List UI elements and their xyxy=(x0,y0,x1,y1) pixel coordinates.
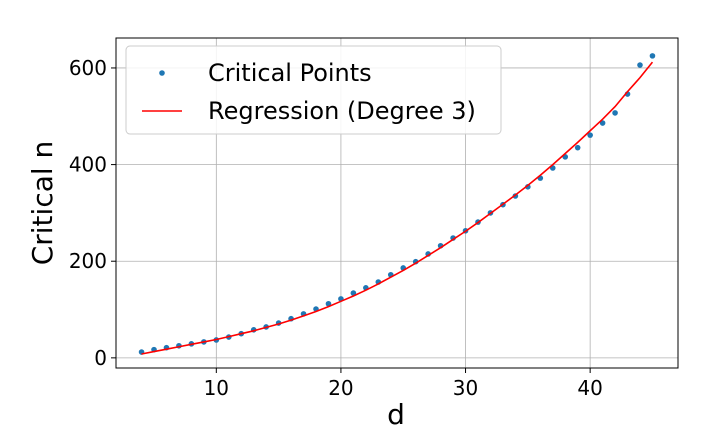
plot-frame xyxy=(115,37,679,369)
point xyxy=(637,62,643,68)
point xyxy=(325,300,332,307)
legend-label: Regression (Degree 3) xyxy=(208,97,476,125)
point xyxy=(649,53,656,59)
point xyxy=(587,132,593,138)
point xyxy=(574,144,581,151)
x-axis-label: d xyxy=(387,398,405,431)
y-tick-label: 600 xyxy=(69,56,107,80)
point xyxy=(612,110,618,116)
x-tick-label: 10 xyxy=(204,376,229,400)
y-tick-label: 400 xyxy=(69,153,107,177)
x-tick-label: 20 xyxy=(328,376,353,400)
regression-line xyxy=(141,61,654,355)
x-tick-label: 40 xyxy=(577,376,602,400)
point xyxy=(525,184,531,190)
x-tick-label: 30 xyxy=(453,376,478,400)
legend-label: Critical Points xyxy=(208,59,372,87)
y-tick-label: 200 xyxy=(69,249,107,273)
y-axis-label: Critical n xyxy=(26,141,59,266)
legend-marker xyxy=(159,70,165,76)
y-tick-label: 0 xyxy=(94,346,107,370)
legend-box xyxy=(125,45,502,135)
point xyxy=(599,120,606,126)
